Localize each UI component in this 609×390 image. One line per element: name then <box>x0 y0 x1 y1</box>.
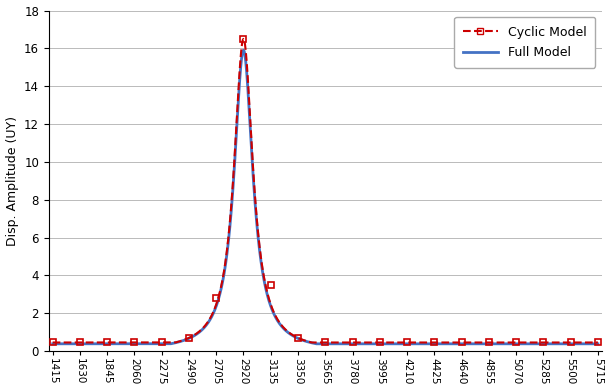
Full Model <box>282 328 289 333</box>
Legend: Cyclic Model, Full Model: Cyclic Model, Full Model <box>454 17 596 68</box>
Cyclic Model <box>512 340 519 345</box>
Cyclic Model <box>403 340 410 345</box>
Cyclic Model <box>349 340 356 345</box>
Full Model <box>240 48 247 53</box>
Full Model <box>111 342 119 346</box>
Cyclic Model <box>158 340 165 345</box>
Cyclic Model <box>49 340 56 345</box>
Cyclic Model <box>131 340 138 345</box>
Cyclic Model <box>240 37 247 41</box>
Y-axis label: Disp. Amplitude (UY): Disp. Amplitude (UY) <box>5 116 18 246</box>
Full Model <box>594 342 602 346</box>
Cyclic Model <box>376 340 384 345</box>
Cyclic Model <box>322 340 329 345</box>
Full Model <box>525 342 532 346</box>
Cyclic Model <box>213 296 220 300</box>
Cyclic Model <box>458 340 465 345</box>
Full Model <box>49 342 56 346</box>
Cyclic Model <box>540 340 547 345</box>
Cyclic Model <box>485 340 493 345</box>
Line: Full Model: Full Model <box>52 50 598 344</box>
Cyclic Model <box>294 335 301 340</box>
Cyclic Model <box>431 340 438 345</box>
Cyclic Model <box>594 340 602 345</box>
Full Model <box>583 342 591 346</box>
Full Model <box>258 265 266 270</box>
Line: Cyclic Model: Cyclic Model <box>49 35 601 346</box>
Cyclic Model <box>567 340 574 345</box>
Cyclic Model <box>267 282 275 287</box>
Cyclic Model <box>76 340 83 345</box>
Cyclic Model <box>185 335 192 340</box>
Full Model <box>144 342 151 346</box>
Cyclic Model <box>104 340 111 345</box>
